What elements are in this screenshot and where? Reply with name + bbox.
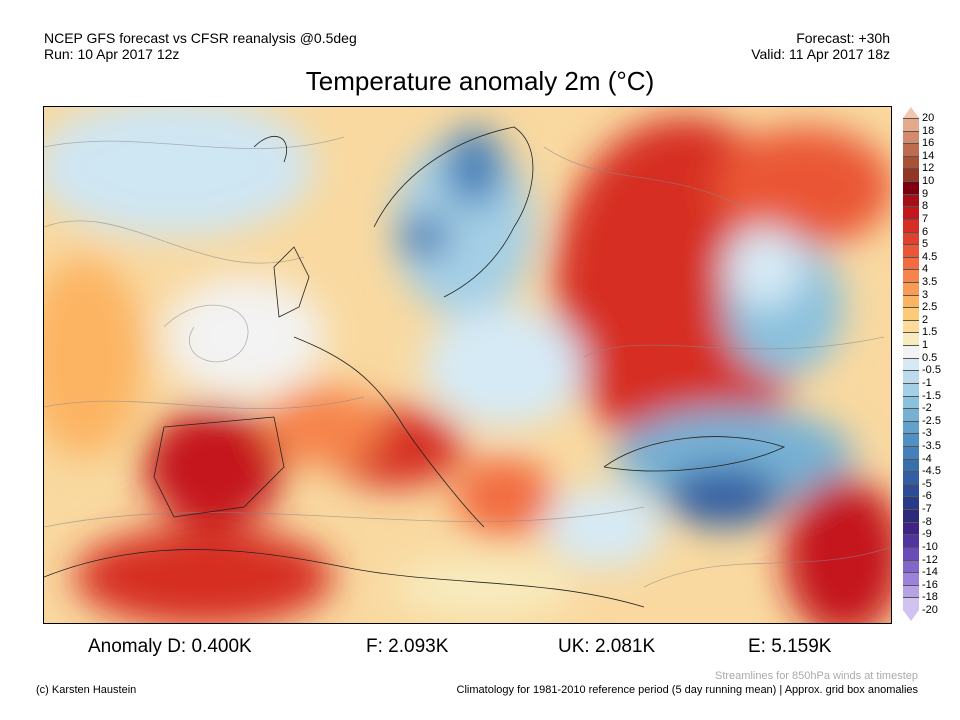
colorbar-label: -6 [922, 490, 932, 503]
colorbar-bin [903, 559, 919, 574]
run-time: Run: 10 Apr 2017 12z [44, 46, 180, 62]
anomaly-germany: Anomaly D: 0.400K [88, 636, 252, 657]
colorbar-bin [903, 256, 919, 271]
colorbar-label: 1 [922, 339, 929, 352]
colorbar-bin [903, 231, 919, 246]
colorbar-label: 20 [922, 112, 935, 124]
colorbar-label: 9 [922, 187, 929, 200]
colorbar-bin [903, 433, 919, 447]
colorbar-label: -0.5 [922, 364, 941, 377]
colorbar-bin [903, 244, 919, 258]
colorbar-label: -10 [922, 540, 938, 553]
colorbar-min-arrow [903, 610, 919, 621]
colorbar-bin [903, 294, 919, 309]
colorbar-bin [903, 218, 919, 233]
colorbar-bin [903, 181, 919, 195]
anomaly-spain: E: 5.159K [748, 636, 832, 657]
colorbar-label: 4 [922, 263, 929, 276]
anomaly-uk: UK: 2.081K [558, 636, 656, 657]
anomaly-map [43, 106, 892, 624]
colorbar-label: 10 [922, 175, 935, 188]
colorbar-label: 12 [922, 162, 935, 175]
colorbar-label: 3.5 [922, 276, 938, 288]
colorbar-label: -9 [922, 528, 932, 541]
anomaly-france: F: 2.093K [366, 636, 449, 657]
colorbar-bin [903, 458, 919, 473]
colorbar-bin [903, 483, 919, 498]
colorbar-bin [903, 307, 919, 321]
colorbar-label: -4 [922, 452, 932, 465]
colorbar-label: -1 [922, 376, 932, 389]
colorbar-bin [903, 584, 919, 599]
forecast-info: Forecast: +30h Valid: 11 Apr 2017 18z [751, 30, 890, 62]
colorbar-bin [903, 408, 919, 422]
colorbar-bin [903, 420, 919, 435]
streamlines-note: Streamlines for 850hPa winds at timestep [715, 670, 918, 682]
colorbar-label: 2 [922, 313, 929, 326]
climatology-note: Climatology for 1981-2010 reference peri… [456, 684, 918, 696]
colorbar-label: -2.5 [922, 414, 941, 427]
colorbar-label: -2 [922, 402, 932, 415]
model-title: NCEP GFS forecast vs CFSR reanalysis @0.… [44, 30, 357, 46]
colorbar-label: -14 [922, 566, 938, 579]
colorbar-label: -4.5 [922, 465, 941, 478]
colorbar-bin [903, 282, 919, 296]
colorbar-label: 18 [922, 124, 935, 137]
colorbar-bin [903, 597, 919, 611]
colorbar-bin [903, 395, 919, 410]
colorbar-label: 14 [922, 149, 935, 162]
colorbar-label: -3 [922, 427, 932, 440]
colorbar-label: -5 [922, 477, 932, 490]
colorbar-label: -20 [922, 604, 938, 616]
colorbar-bin [903, 509, 919, 523]
colorbar-label: -8 [922, 515, 932, 528]
colorbar-bin [903, 382, 919, 397]
colorbar-label: 5 [922, 238, 929, 251]
colorbar-label: -12 [922, 553, 938, 566]
valid-time: Valid: 11 Apr 2017 18z [751, 46, 890, 62]
colorbar [903, 107, 919, 621]
colorbar-bin [903, 130, 919, 145]
colorbar-label: -1.5 [922, 389, 941, 402]
run-info: NCEP GFS forecast vs CFSR reanalysis @0.… [44, 30, 357, 62]
colorbar-bin [903, 206, 919, 220]
colorbar-label: 7 [922, 212, 929, 225]
colorbar-bin [903, 193, 919, 208]
colorbar-bin [903, 534, 919, 548]
colorbar-label: 1.5 [922, 326, 938, 339]
colorbar-bin [903, 370, 919, 384]
colorbar-label: -7 [922, 503, 932, 516]
colorbar-bin [903, 521, 919, 536]
colorbar-label: 16 [922, 137, 935, 150]
colorbar-bin [903, 332, 919, 347]
colorbar-label: 8 [922, 200, 929, 213]
map-title: Temperature anomaly 2m (°C) [305, 66, 655, 96]
colorbar-bin [903, 345, 919, 359]
colorbar-bin [903, 168, 919, 183]
map-field [44, 107, 891, 623]
colorbar-bin [903, 319, 919, 334]
colorbar-label: 2.5 [922, 301, 938, 314]
colorbar-label: 0.5 [922, 351, 938, 364]
colorbar-bin [903, 471, 919, 485]
colorbar-bin [903, 546, 919, 561]
colorbar-label: 6 [922, 225, 929, 238]
colorbar-bin [903, 446, 919, 460]
colorbar-bin [903, 118, 919, 132]
colorbar-bin [903, 357, 919, 372]
colorbar-label: 3 [922, 288, 929, 301]
colorbar-label: 4.5 [922, 250, 938, 263]
colorbar-label: -16 [922, 578, 938, 591]
colorbar-bin [903, 572, 919, 586]
copyright: (c) Karsten Haustein [36, 684, 137, 696]
colorbar-bin [903, 496, 919, 511]
colorbar-bin [903, 143, 919, 157]
colorbar-label: -3.5 [922, 440, 941, 452]
colorbar-label: -18 [922, 591, 938, 604]
colorbar-bin [903, 155, 919, 170]
colorbar-max-arrow [903, 107, 919, 118]
forecast-hour: Forecast: +30h [796, 30, 890, 46]
colorbar-bin [903, 269, 919, 283]
